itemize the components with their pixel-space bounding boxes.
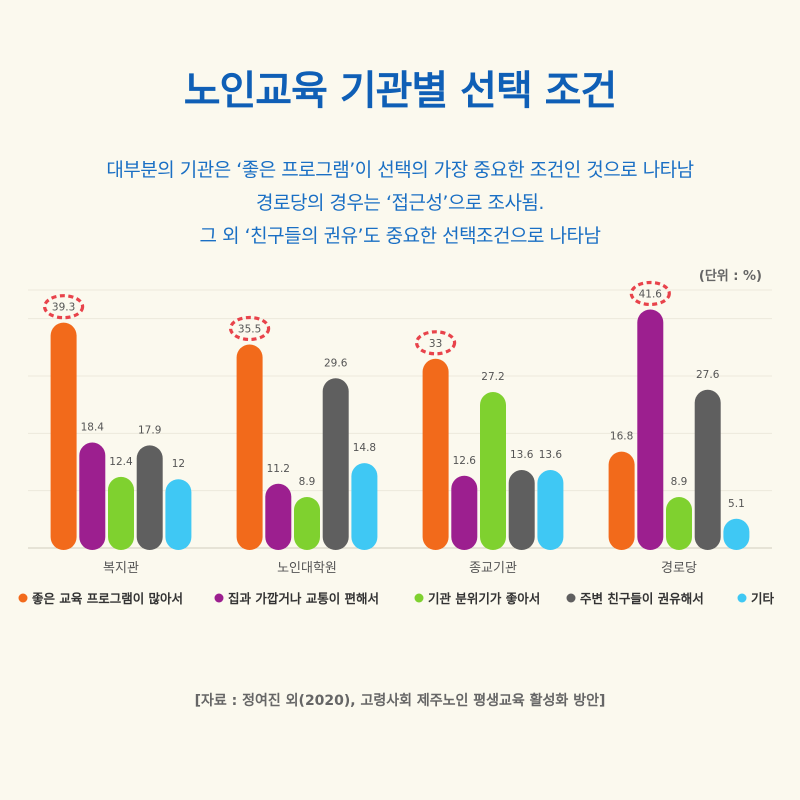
- unit-label: (단위 : %): [698, 269, 762, 284]
- bar: [294, 496, 320, 550]
- data-label: 41.6: [639, 288, 663, 300]
- data-label: 13.6: [510, 449, 534, 461]
- highlight-circle: [629, 280, 671, 307]
- legend-marker: [18, 593, 28, 603]
- bar: [480, 392, 506, 550]
- data-label: 8.9: [299, 476, 316, 488]
- subtitle-line-3: 그 외 ‘친구들의 권유’도 중요한 선택조건으로 나타남: [199, 225, 601, 247]
- legend-marker: [737, 593, 747, 603]
- legend-label: 좋은 교육 프로그램이 많아서: [32, 591, 183, 606]
- category-label: 노인대학원: [277, 561, 337, 576]
- bar: [165, 479, 192, 550]
- bar: [422, 358, 449, 550]
- bar: [451, 475, 478, 550]
- subtitle-line-2: 경로당의 경우는 ‘접근성’으로 조사됨.: [256, 192, 544, 214]
- bar: [608, 451, 635, 550]
- bar: [136, 445, 163, 550]
- highlight-circle: [42, 294, 85, 320]
- bar: [723, 518, 750, 550]
- legend-marker: [414, 593, 424, 603]
- subtitle-line-1: 대부분의 기관은 ‘좋은 프로그램’이 선택의 가장 중요한 조건인 것으로 나…: [106, 159, 694, 181]
- legend-label: 기관 분위기가 좋아서: [428, 591, 540, 606]
- bar: [351, 463, 378, 550]
- bar: [236, 344, 263, 550]
- bar: [694, 389, 721, 550]
- data-label: 33: [429, 338, 442, 350]
- bar: [322, 378, 349, 550]
- category-label: 경로당: [661, 561, 697, 576]
- bar: [666, 496, 692, 550]
- data-label: 5.1: [728, 498, 745, 510]
- data-label: 17.9: [138, 424, 161, 436]
- highlight-circle: [415, 330, 457, 356]
- data-label: 12.6: [453, 455, 477, 467]
- bar: [50, 322, 77, 550]
- data-label: 14.8: [353, 442, 376, 454]
- bar: [508, 470, 535, 550]
- legend-label: 기타: [751, 591, 775, 606]
- data-label: 8.9: [671, 476, 688, 488]
- data-label: 12: [172, 458, 185, 470]
- data-label: 12.4: [109, 456, 133, 468]
- data-label: 13.6: [539, 449, 563, 461]
- legend-marker: [214, 593, 224, 603]
- bar: [537, 470, 564, 550]
- page-title: 노인교육 기관별 선택 조건: [183, 68, 618, 114]
- data-label: 29.6: [324, 357, 348, 369]
- data-label: 35.5: [238, 323, 261, 335]
- data-label: 27.2: [481, 371, 504, 383]
- legend-marker: [566, 593, 576, 603]
- data-label: 27.6: [696, 369, 720, 381]
- highlight-circle: [229, 315, 271, 342]
- source-note: [자료 : 정여진 외(2020), 고령사회 제주노인 평생교육 활성화 방안…: [194, 693, 606, 709]
- bar: [265, 483, 292, 550]
- bar: [108, 476, 134, 550]
- data-label: 39.3: [52, 302, 75, 314]
- legend-label: 집과 가깝거나 교통이 편해서: [228, 591, 379, 606]
- category-label: 종교기관: [469, 561, 517, 576]
- bar: [637, 309, 664, 550]
- data-label: 16.8: [610, 431, 633, 443]
- bar: [79, 442, 106, 550]
- data-label: 11.2: [267, 463, 290, 475]
- category-label: 복지관: [103, 561, 139, 576]
- legend-label: 주변 친구들이 권유해서: [580, 591, 704, 606]
- data-label: 18.4: [81, 422, 105, 434]
